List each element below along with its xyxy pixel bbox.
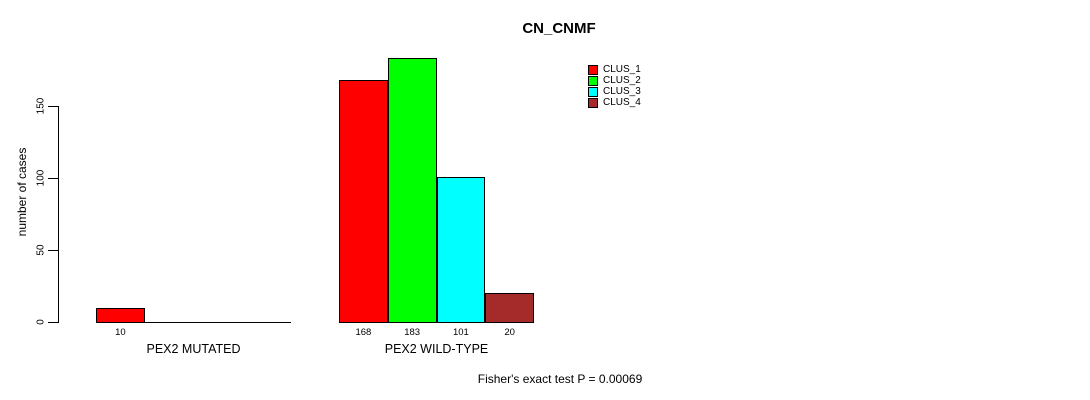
legend-label: CLUS_1	[603, 64, 641, 75]
y-axis-tick	[48, 106, 58, 107]
bar-clus_2-group2	[387, 58, 437, 323]
bar-value-label: 10	[115, 327, 126, 338]
group-baseline	[96, 322, 291, 323]
legend: CLUS_1 CLUS_2 CLUS_3 CLUS_4	[588, 64, 641, 108]
bar-clus_1-group1	[96, 307, 145, 323]
legend-swatch-icon	[588, 64, 598, 75]
y-axis-line	[58, 106, 59, 323]
fisher-test-annotation: Fisher's exact test P = 0.00069	[477, 372, 643, 386]
bar-value-label: 183	[404, 327, 421, 338]
y-axis-tick	[48, 178, 58, 179]
bar-value-label: 101	[452, 327, 469, 338]
legend-swatch-icon	[588, 75, 598, 86]
y-axis-tick-label: 50	[35, 244, 47, 256]
legend-swatch-icon	[588, 86, 598, 97]
legend-label: CLUS_2	[603, 75, 641, 86]
legend-item: CLUS_2	[588, 75, 641, 86]
legend-item: CLUS_4	[588, 97, 641, 108]
y-axis-title: number of cases	[15, 147, 29, 237]
legend-item: CLUS_1	[588, 64, 641, 75]
legend-swatch-icon	[588, 97, 598, 108]
bar-value-label: 20	[504, 327, 515, 338]
bar-value-label: 168	[355, 327, 372, 338]
bar-clus_3-group2	[436, 176, 486, 323]
y-axis-tick-label: 150	[35, 97, 47, 115]
y-axis-tick-label: 0	[35, 319, 47, 325]
bar-clus_4-group2	[485, 293, 534, 323]
y-axis-tick-label: 100	[35, 169, 47, 187]
legend-item: CLUS_3	[588, 86, 641, 97]
chart-title: CN_CNMF	[522, 20, 596, 37]
legend-label: CLUS_4	[603, 97, 641, 108]
legend-label: CLUS_3	[603, 86, 641, 97]
category-label: PEX2 WILD-TYPE	[384, 342, 489, 356]
category-label: PEX2 MUTATED	[146, 342, 241, 356]
bar-clus_1-group2	[339, 80, 388, 323]
y-axis-tick	[48, 250, 58, 251]
y-axis-tick	[48, 322, 58, 323]
